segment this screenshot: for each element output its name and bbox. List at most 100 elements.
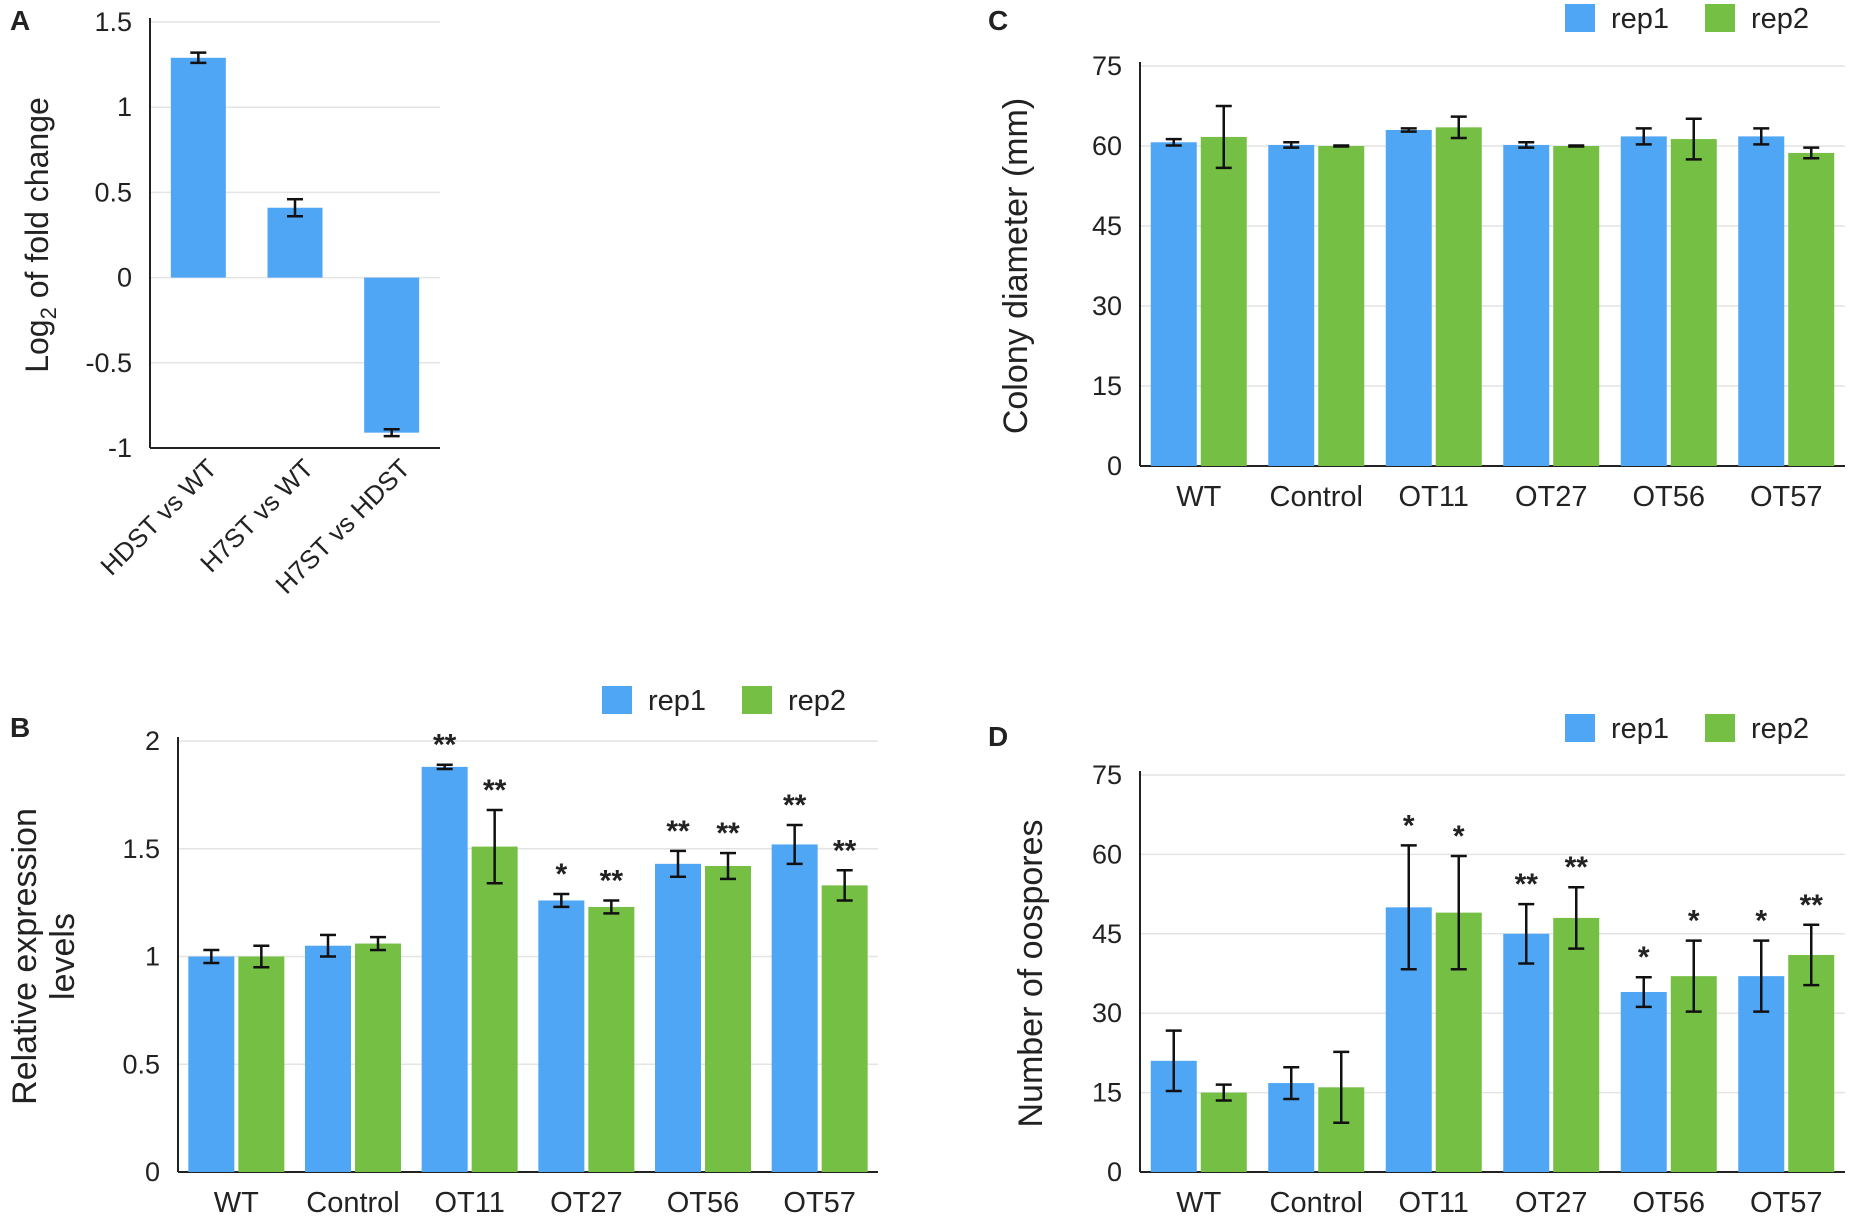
panel-letter: B — [10, 712, 30, 743]
significance-label: ** — [716, 817, 740, 850]
x-tick-label: WT — [1176, 1187, 1221, 1219]
legend-label: rep2 — [788, 685, 846, 717]
x-tick-label: OT11 — [434, 1187, 504, 1219]
y-axis-label-line: Number of oospores — [1012, 819, 1050, 1127]
bar-rep1 — [538, 900, 585, 1172]
y-tick-label: 0 — [1107, 451, 1122, 481]
bar-rep1 — [305, 945, 351, 1172]
bar-rep2 — [1788, 954, 1835, 1172]
bar-rep2 — [705, 865, 751, 1172]
bar-rep2 — [1788, 152, 1835, 466]
y-axis-label-part: of fold change — [19, 97, 55, 307]
y-tick-label: 0.5 — [94, 177, 132, 207]
bar-rep1 — [1268, 144, 1315, 466]
x-tick-label: Control — [1270, 1187, 1364, 1219]
y-tick-label: 1 — [145, 942, 160, 972]
x-tick-label: OT57 — [1750, 1187, 1823, 1219]
significance-label: * — [1453, 820, 1465, 853]
significance-label: * — [1688, 905, 1700, 938]
y-tick-label: 75 — [1092, 51, 1122, 81]
legend-label: rep1 — [648, 685, 706, 717]
bar-rep1 — [1503, 144, 1550, 466]
x-tick-label: OT27 — [550, 1187, 623, 1219]
bar-rep2 — [1435, 127, 1482, 466]
y-tick-label: 60 — [1092, 131, 1122, 161]
bar-rep2 — [238, 956, 285, 1172]
y-tick-label: 60 — [1092, 839, 1122, 869]
y-axis-label-part: Log — [19, 319, 55, 372]
bar-rep1 — [1738, 136, 1785, 466]
bar-rep1 — [188, 956, 235, 1172]
y-tick-label: 2 — [145, 726, 160, 756]
bar-rep2 — [1200, 1092, 1247, 1172]
y-tick-label: 15 — [1092, 1078, 1122, 1108]
bar-rep2 — [355, 943, 401, 1172]
y-tick-label: -1 — [108, 433, 132, 463]
x-tick-label: OT57 — [1750, 481, 1823, 513]
significance-label: ** — [1565, 851, 1589, 884]
bar-rep2 — [588, 906, 635, 1172]
x-tick-label: OT11 — [1399, 1187, 1469, 1219]
legend-swatch-rep1 — [1565, 4, 1595, 32]
x-tick-label: OT57 — [783, 1187, 856, 1219]
bar-rep2 — [1318, 146, 1365, 466]
y-axis-label: Log2 of fold change — [19, 97, 61, 373]
bar-rep1 — [421, 766, 468, 1172]
bar-rep2 — [821, 885, 868, 1172]
y-tick-label: 45 — [1092, 919, 1122, 949]
x-tick-label: OT27 — [1515, 1187, 1588, 1219]
x-tick-label: Control — [306, 1187, 400, 1219]
bar-rep1 — [1150, 142, 1197, 466]
bar-value — [170, 57, 226, 278]
x-tick-label: OT56 — [667, 1187, 740, 1219]
significance-label: ** — [783, 789, 807, 822]
significance-label: ** — [1800, 889, 1824, 922]
significance-label: ** — [833, 834, 857, 867]
x-tick-label: Control — [1270, 481, 1364, 513]
y-axis-label-line: Colony diameter (mm) — [997, 98, 1035, 434]
y-tick-label: -0.5 — [85, 348, 132, 378]
significance-label: * — [1403, 809, 1415, 842]
y-axis-label: Number of oospores — [1012, 819, 1050, 1127]
significance-label: ** — [483, 774, 507, 807]
legend-swatch-rep1 — [1565, 714, 1595, 742]
significance-label: ** — [666, 815, 690, 848]
bar-rep1 — [1620, 992, 1667, 1172]
bar-rep2 — [1200, 136, 1247, 466]
x-tick-label: OT11 — [1399, 481, 1469, 513]
legend-swatch-rep1 — [602, 686, 632, 714]
y-tick-label: 0 — [117, 263, 132, 293]
panel-c-chart: C 0 15 30 45 60 75 Colony diameter (mm) WT Contro… — [988, 3, 1845, 513]
x-tick-label: OT27 — [1515, 481, 1588, 513]
y-tick-label: 1.5 — [122, 834, 160, 864]
y-axis-label: Relative expressionlevels — [6, 808, 82, 1105]
panel-letter: A — [10, 5, 30, 36]
panel-d-chart: D 0 15 30 45 60 75 Number of oospores WT Control *… — [988, 713, 1845, 1219]
x-tick-label: WT — [1176, 481, 1221, 513]
x-tick-label: OT56 — [1632, 1187, 1705, 1219]
y-tick-label: 30 — [1092, 291, 1122, 321]
bar-rep1 — [655, 863, 701, 1172]
legend-label: rep1 — [1611, 713, 1669, 745]
y-tick-label: 1.5 — [94, 7, 132, 37]
x-tick-label: WT — [214, 1187, 259, 1219]
y-tick-label: 15 — [1092, 371, 1122, 401]
y-tick-label: 30 — [1092, 998, 1122, 1028]
y-tick-label: 0.5 — [122, 1049, 160, 1079]
y-axis-label-line: Relative expression — [6, 808, 44, 1105]
bar-rep1 — [1385, 130, 1432, 466]
legend-swatch-rep2 — [742, 686, 772, 714]
legend-swatch-rep2 — [1705, 4, 1735, 32]
bar-rep1 — [1620, 136, 1667, 466]
significance-label: ** — [1515, 868, 1539, 901]
legend-swatch-rep2 — [1705, 714, 1735, 742]
legend-label: rep2 — [1751, 3, 1809, 35]
y-tick-label: 1 — [117, 92, 132, 122]
bar-rep1 — [1503, 933, 1550, 1172]
bar-rep2 — [471, 846, 518, 1172]
bar-rep1 — [771, 844, 818, 1172]
panel-letter: D — [988, 721, 1008, 752]
significance-label: ** — [600, 864, 624, 897]
bar-value — [364, 277, 420, 433]
